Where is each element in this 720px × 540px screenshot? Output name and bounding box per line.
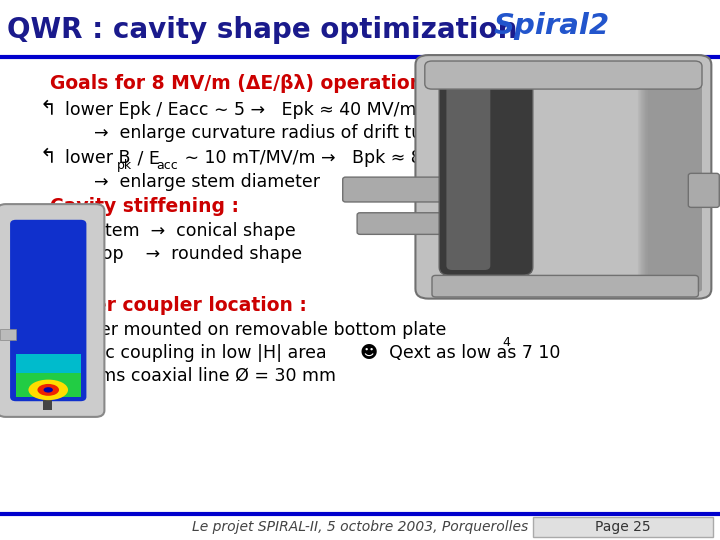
FancyBboxPatch shape: [647, 62, 702, 292]
FancyBboxPatch shape: [638, 62, 702, 292]
FancyBboxPatch shape: [16, 354, 81, 397]
Text: pk: pk: [117, 159, 132, 172]
Text: Goals for 8 MV/m (ΔE/βλ) operation :: Goals for 8 MV/m (ΔE/βλ) operation :: [50, 74, 438, 93]
Text: Le projet SPIRAL-II, 5 octobre 2003, Porquerolles: Le projet SPIRAL-II, 5 octobre 2003, Por…: [192, 520, 528, 534]
FancyBboxPatch shape: [642, 62, 702, 292]
Text: ↰: ↰: [40, 148, 56, 168]
Text: →  enlarge curvature radius of drift tube: → enlarge curvature radius of drift tube: [94, 124, 444, 143]
Text: ↰: ↰: [40, 100, 56, 120]
Text: Page 25: Page 25: [595, 520, 651, 534]
Text: ☻  Qext as low as 7 10: ☻ Qext as low as 7 10: [360, 343, 560, 362]
FancyBboxPatch shape: [343, 177, 492, 202]
Text: Cavity stiffening :: Cavity stiffening :: [50, 197, 239, 217]
Text: Top    →  rounded shape: Top → rounded shape: [94, 245, 302, 263]
Text: Stem  →  conical shape: Stem → conical shape: [94, 222, 295, 240]
Text: Spiral2: Spiral2: [493, 12, 609, 40]
FancyBboxPatch shape: [639, 62, 702, 292]
Text: ∼ 10 mT/MV/m →   Bpk ≈ 80 mT: ∼ 10 mT/MV/m → Bpk ≈ 80 mT: [179, 149, 466, 167]
FancyBboxPatch shape: [10, 220, 86, 401]
FancyBboxPatch shape: [641, 62, 702, 292]
Ellipse shape: [37, 384, 59, 396]
Ellipse shape: [44, 387, 53, 393]
Text: acc: acc: [156, 159, 178, 172]
FancyBboxPatch shape: [415, 55, 711, 299]
FancyBboxPatch shape: [644, 62, 702, 292]
FancyBboxPatch shape: [0, 204, 104, 417]
FancyBboxPatch shape: [432, 275, 698, 297]
FancyBboxPatch shape: [688, 173, 719, 207]
Text: lower Epk / Eacc ∼ 5 →   Epk ≈ 40 MV/m: lower Epk / Eacc ∼ 5 → Epk ≈ 40 MV/m: [65, 101, 416, 119]
FancyBboxPatch shape: [648, 62, 702, 292]
Text: Power coupler location :: Power coupler location :: [50, 295, 307, 315]
FancyBboxPatch shape: [446, 83, 490, 270]
FancyBboxPatch shape: [533, 517, 713, 537]
FancyBboxPatch shape: [645, 62, 702, 292]
FancyBboxPatch shape: [439, 76, 533, 275]
Text: lower B: lower B: [65, 149, 130, 167]
FancyBboxPatch shape: [43, 395, 52, 410]
Text: 4: 4: [503, 336, 510, 349]
FancyBboxPatch shape: [357, 213, 478, 234]
Text: Electric coupling in low |H| area: Electric coupling in low |H| area: [50, 343, 327, 362]
FancyBboxPatch shape: [16, 373, 81, 397]
Text: 50 ohms coaxial line Ø = 30 mm: 50 ohms coaxial line Ø = 30 mm: [50, 366, 336, 384]
Text: / E: / E: [132, 149, 160, 167]
Text: →  enlarge stem diameter: → enlarge stem diameter: [94, 173, 320, 191]
FancyBboxPatch shape: [0, 329, 16, 340]
Text: Coupler mounted on removable bottom plate: Coupler mounted on removable bottom plat…: [50, 321, 447, 340]
FancyBboxPatch shape: [425, 61, 702, 89]
Ellipse shape: [29, 380, 68, 400]
Text: QWR : cavity shape optimization: QWR : cavity shape optimization: [7, 16, 518, 44]
